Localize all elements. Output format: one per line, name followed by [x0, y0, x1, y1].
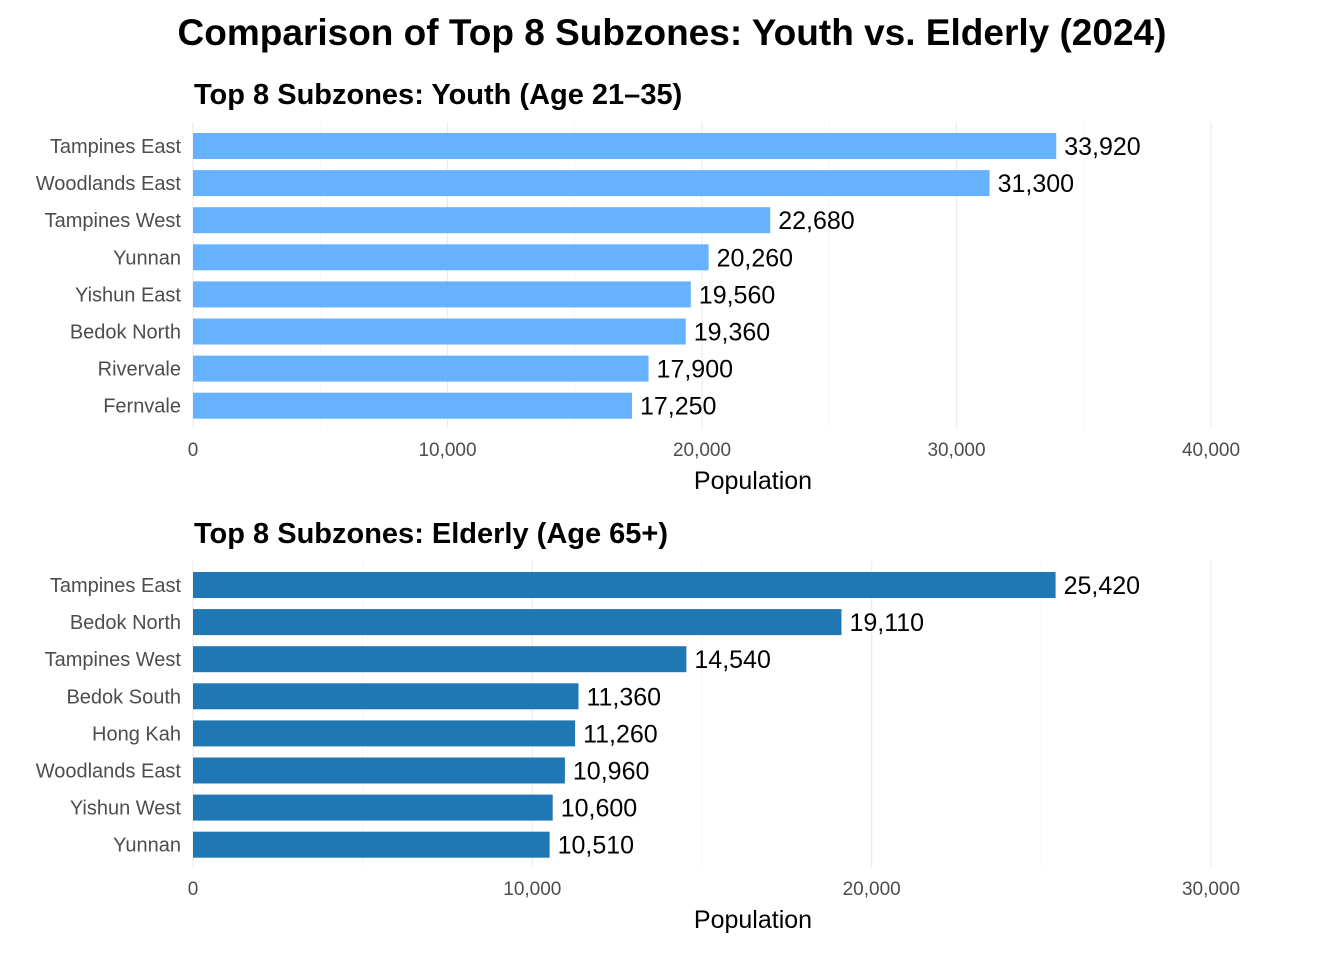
- elderly-category-label: Bedok South: [66, 686, 181, 708]
- youth-category-label: Woodlands East: [36, 173, 182, 195]
- elderly-value-label: 10,510: [558, 832, 634, 860]
- elderly-category-label: Yunnan: [113, 835, 181, 857]
- youth-bar: [193, 207, 771, 234]
- elderly-chart-title: Top 8 Subzones: Elderly (Age 65+): [194, 518, 668, 550]
- elderly-x-tick-label: 10,000: [503, 879, 561, 900]
- elderly-bar: [193, 646, 687, 673]
- youth-value-label: 19,560: [699, 281, 775, 309]
- youth-value-label: 17,250: [640, 393, 716, 421]
- elderly-bar: [193, 831, 550, 858]
- youth-value-label: 19,360: [694, 319, 770, 347]
- elderly-value-label: 25,420: [1064, 572, 1140, 600]
- youth-bar: [193, 392, 633, 419]
- youth-x-tick-label: 40,000: [1182, 440, 1240, 461]
- youth-category-labels: Tampines East Woodlands East Tampines West…: [36, 136, 182, 418]
- elderly-x-tick-label: 0: [188, 879, 199, 900]
- elderly-value-label: 11,260: [583, 720, 658, 748]
- elderly-category-label: Yishun West: [70, 798, 182, 820]
- elderly-bar: [193, 572, 1056, 598]
- youth-category-label: Tampines East: [50, 136, 182, 158]
- elderly-category-label: Woodlands East: [36, 761, 182, 783]
- elderly-category-label: Bedok North: [70, 612, 181, 634]
- elderly-bar: [193, 609, 842, 636]
- elderly-bar: [193, 757, 565, 784]
- youth-category-label: Fernvale: [103, 396, 181, 418]
- youth-value-label: 31,300: [998, 170, 1074, 198]
- youth-category-label: Yishun East: [75, 284, 181, 306]
- youth-category-label: Yunnan: [113, 247, 181, 269]
- elderly-value-label: 19,110: [849, 609, 924, 637]
- youth-chart-title: Top 8 Subzones: Youth (Age 21–35): [194, 79, 682, 111]
- elderly-bar: [193, 720, 576, 747]
- youth-value-label: 17,900: [657, 356, 733, 384]
- youth-bar: [193, 244, 709, 271]
- elderly-gridlines: [192, 561, 1212, 867]
- elderly-category-labels: Tampines East Bedok North Tampines West Bed…: [36, 575, 182, 857]
- elderly-category-label: Tampines West: [45, 649, 182, 671]
- youth-chart-panel: Top 8 Subzones: Youth (Age 21–35) 33,920…: [36, 79, 1240, 495]
- elderly-value-label: 11,360: [586, 683, 661, 711]
- youth-category-label: Rivervale: [98, 359, 181, 381]
- elderly-bar: [193, 683, 579, 710]
- elderly-x-tick-label: 20,000: [843, 879, 901, 900]
- elderly-category-label: Hong Kah: [92, 723, 181, 745]
- elderly-x-tick-label: 30,000: [1182, 879, 1240, 900]
- youth-bar: [193, 133, 1057, 159]
- elderly-value-label: 10,600: [561, 795, 637, 823]
- youth-bar: [193, 281, 691, 308]
- youth-bar: [193, 355, 649, 382]
- figure-title: Comparison of Top 8 Subzones: Youth vs. …: [178, 12, 1167, 53]
- youth-value-label: 22,680: [778, 207, 854, 235]
- elderly-value-label: 10,960: [573, 758, 649, 786]
- youth-x-tick-label: 30,000: [927, 440, 985, 461]
- youth-category-label: Tampines West: [45, 210, 182, 232]
- elderly-value-label: 14,540: [694, 646, 770, 674]
- youth-x-axis-title: Population: [694, 467, 812, 495]
- elderly-x-axis-title: Population: [694, 906, 812, 934]
- youth-x-tick-label: 0: [188, 440, 199, 461]
- youth-value-label: 33,920: [1064, 133, 1140, 161]
- elderly-category-label: Tampines East: [50, 575, 182, 597]
- youth-x-tick-label: 10,000: [418, 440, 476, 461]
- youth-bars: 33,920 31,300 22,680 20,260 19,560 19,360 17,9…: [193, 133, 1141, 421]
- youth-bar: [193, 170, 990, 197]
- elderly-tick-labels: 0 10,000 20,000 30,000: [188, 879, 1240, 900]
- elderly-chart-panel: Top 8 Subzones: Elderly (Age 65+) 25,420…: [36, 518, 1240, 934]
- youth-x-tick-label: 20,000: [673, 440, 731, 461]
- youth-tick-labels: 0 10,000 20,000 30,000 40,000: [188, 440, 1240, 461]
- youth-bar: [193, 318, 686, 345]
- elderly-bars: 25,420 19,110 14,540 11,360 11,260 10,960 10,6…: [193, 572, 1140, 860]
- youth-value-label: 20,260: [717, 244, 793, 272]
- elderly-bar: [193, 794, 553, 821]
- youth-category-label: Bedok North: [70, 322, 181, 344]
